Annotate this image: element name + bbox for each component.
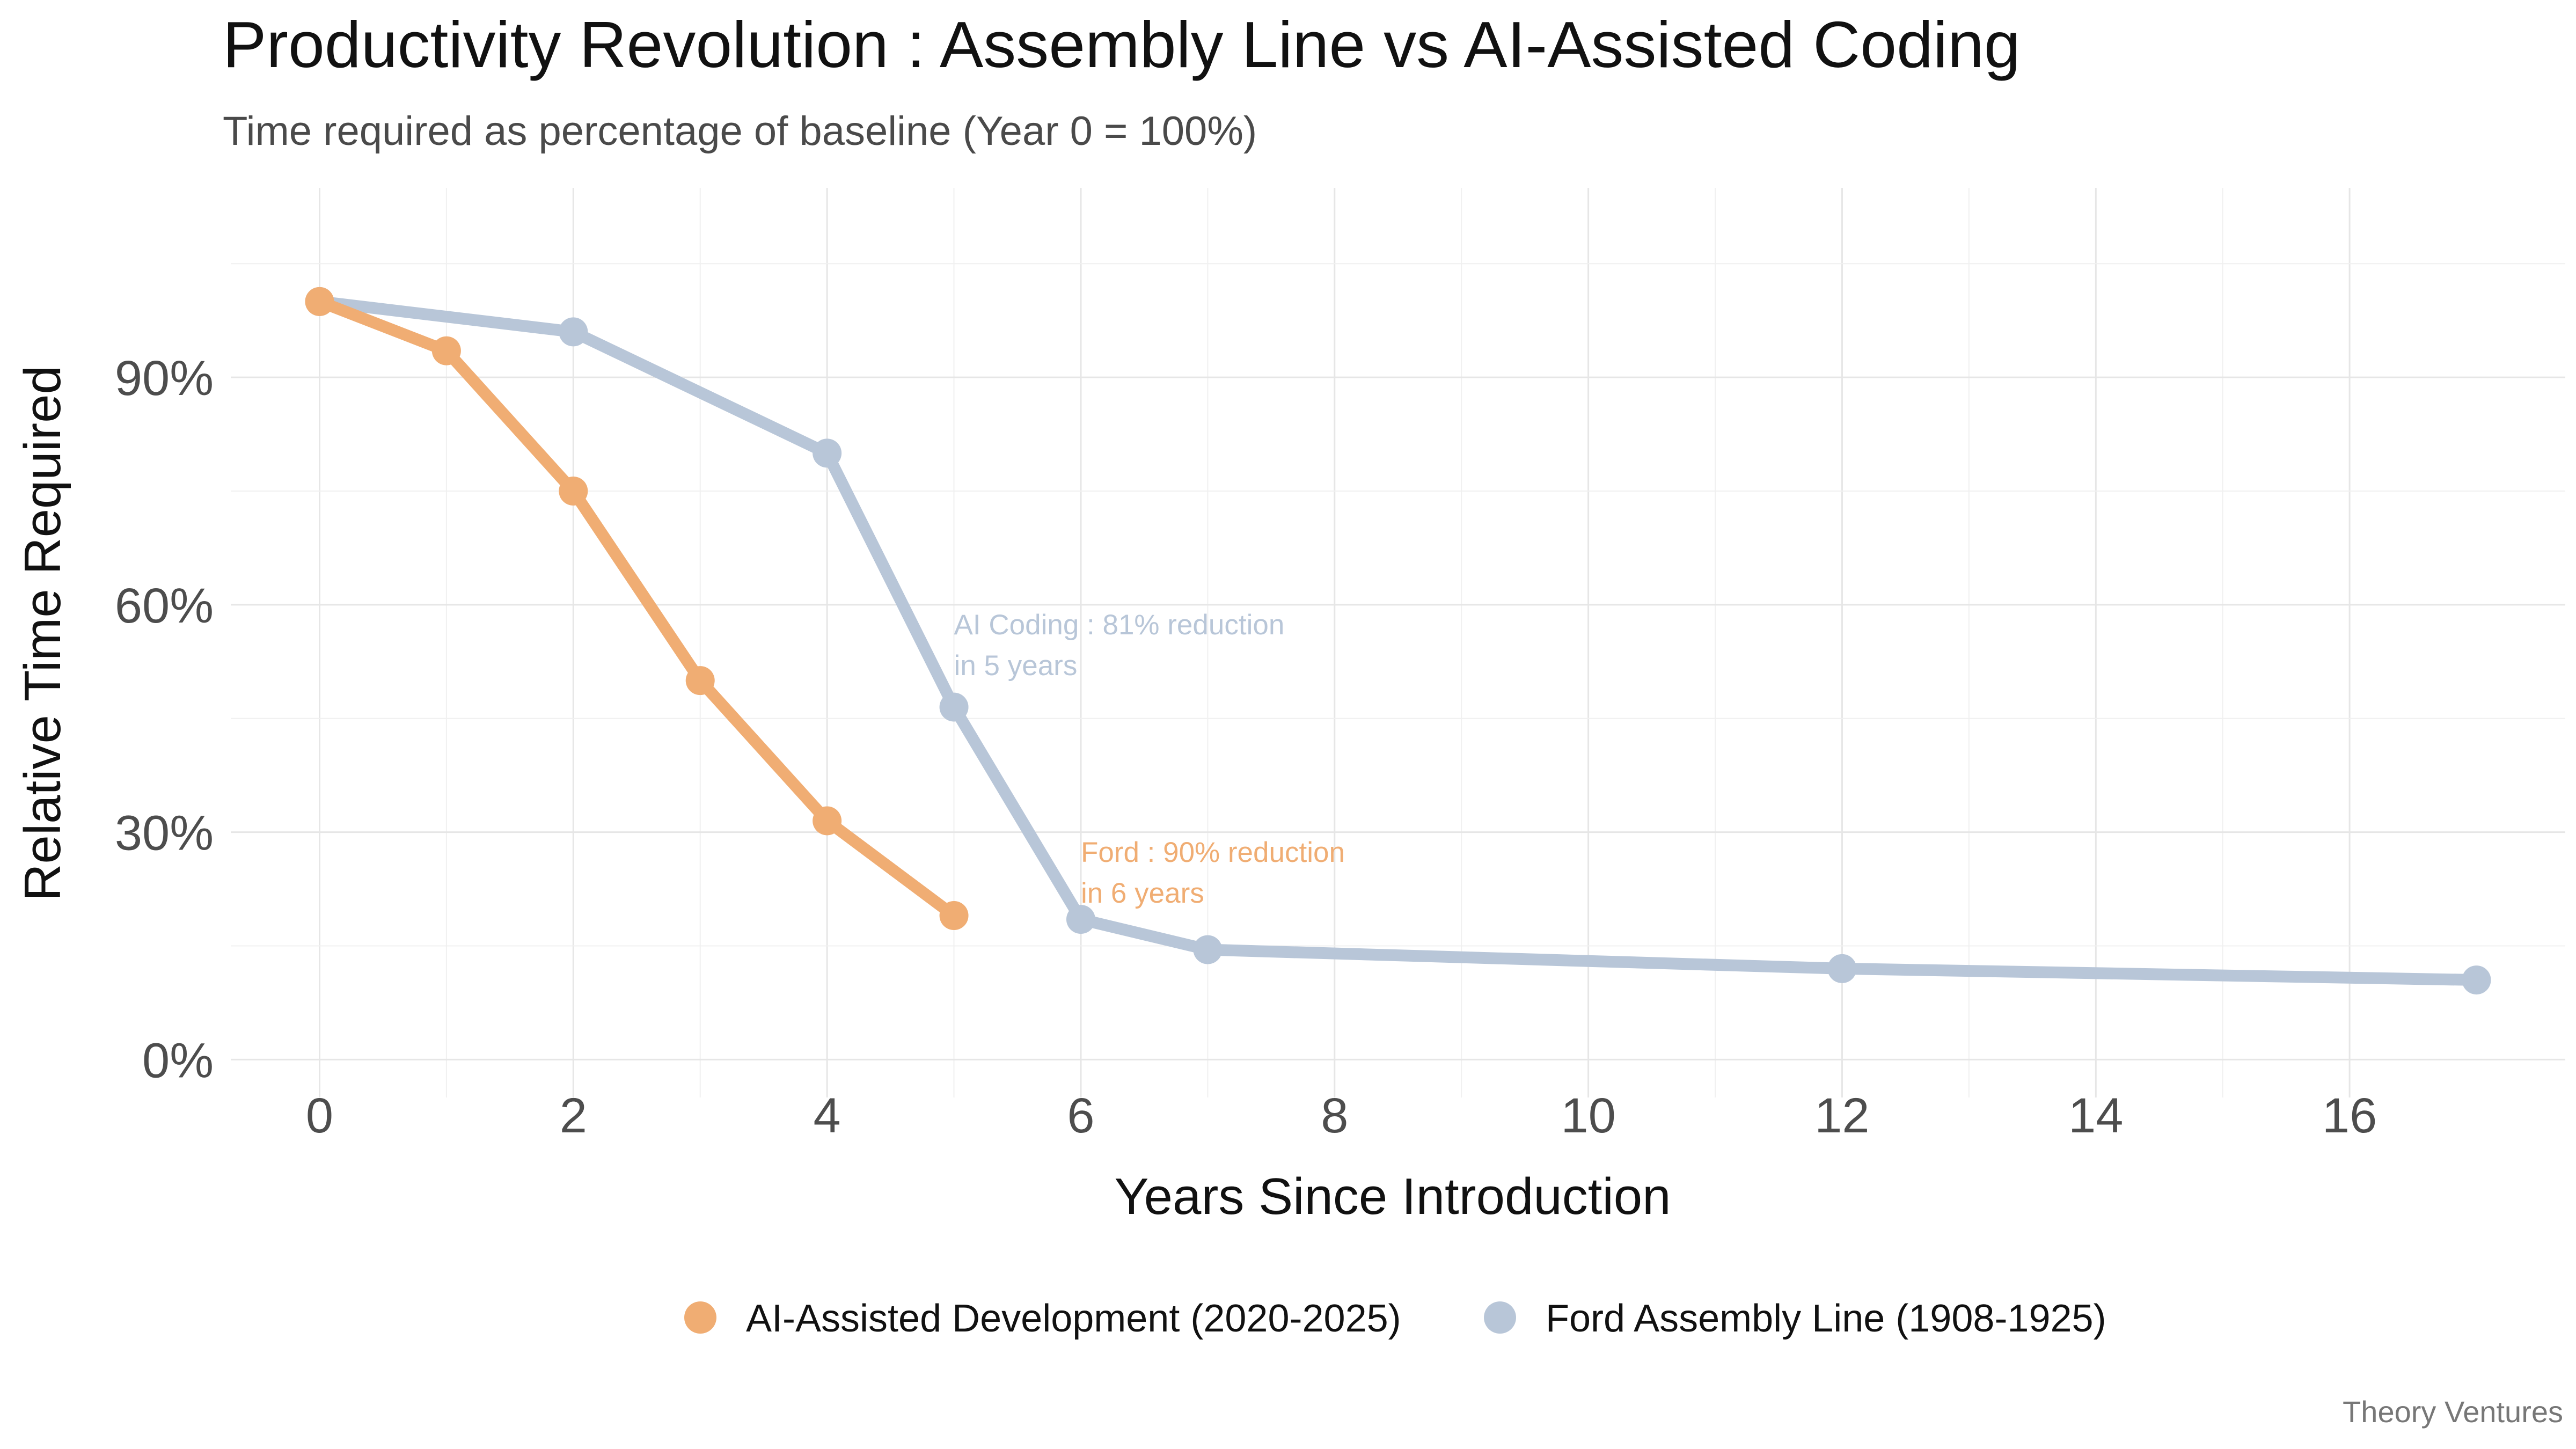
legend-label: Ford Assembly Line (1908-1925): [1546, 1297, 2106, 1340]
data-point: [2462, 965, 2491, 995]
series: [305, 287, 2491, 995]
annotations: AI Coding : 81% reduction in 5 years Ford …: [954, 609, 1345, 909]
x-tick-label: 16: [2322, 1088, 2377, 1143]
x-axis-label: Years Since Introduction: [1114, 1168, 1671, 1225]
data-point: [431, 336, 461, 365]
legend-swatch: [1484, 1301, 1516, 1334]
data-point: [813, 438, 842, 468]
y-axis-label: Relative Time Required: [14, 365, 71, 901]
data-point: [559, 477, 588, 506]
legend: AI-Assisted Development (2020-2025) Ford …: [684, 1297, 2106, 1340]
x-tick-label: 4: [814, 1088, 841, 1143]
series-ai-assisted-development-2020-2025: [305, 287, 969, 930]
x-axis-ticks: 0 2 4 6 8 10 12 14 16: [306, 1088, 2377, 1143]
series-line: [313, 295, 960, 921]
data-point: [1193, 935, 1223, 964]
x-tick-label: 14: [2068, 1088, 2123, 1143]
data-point: [1827, 954, 1857, 983]
grid: [231, 188, 2565, 1097]
legend-swatch: [684, 1301, 716, 1334]
x-tick-label: 2: [560, 1088, 587, 1143]
annotation-text: in 6 years: [1081, 877, 1204, 909]
x-tick-label: 10: [1561, 1088, 1615, 1143]
annotation-text: in 5 years: [954, 650, 1078, 682]
data-point: [939, 692, 969, 722]
data-point: [305, 287, 334, 316]
y-tick-label: 0%: [142, 1033, 214, 1088]
series-line: [313, 295, 2483, 986]
data-point: [559, 317, 588, 347]
data-point: [685, 666, 715, 696]
caption: Theory Ventures: [2343, 1395, 2563, 1429]
x-tick-label: 8: [1321, 1088, 1348, 1143]
x-tick-label: 0: [306, 1088, 333, 1143]
y-tick-label: 60%: [115, 579, 214, 633]
annotation-text: Ford : 90% reduction: [1081, 837, 1345, 868]
chart-subtitle: Time required as percentage of baseline …: [223, 108, 1257, 154]
y-tick-label: 90%: [115, 351, 214, 406]
chart-title: Productivity Revolution : Assembly Line …: [223, 8, 2021, 81]
x-tick-label: 6: [1067, 1088, 1094, 1143]
y-axis-ticks: 0% 30% 60% 90%: [115, 351, 214, 1088]
series-ford-assembly-line-1908-1925: [305, 287, 2491, 995]
data-point: [813, 806, 842, 836]
data-point: [1066, 905, 1095, 934]
x-tick-label: 12: [1814, 1088, 1869, 1143]
legend-label: AI-Assisted Development (2020-2025): [746, 1297, 1401, 1340]
y-tick-label: 30%: [115, 806, 214, 861]
annotation-text: AI Coding : 81% reduction: [954, 609, 1285, 641]
data-point: [939, 901, 969, 930]
